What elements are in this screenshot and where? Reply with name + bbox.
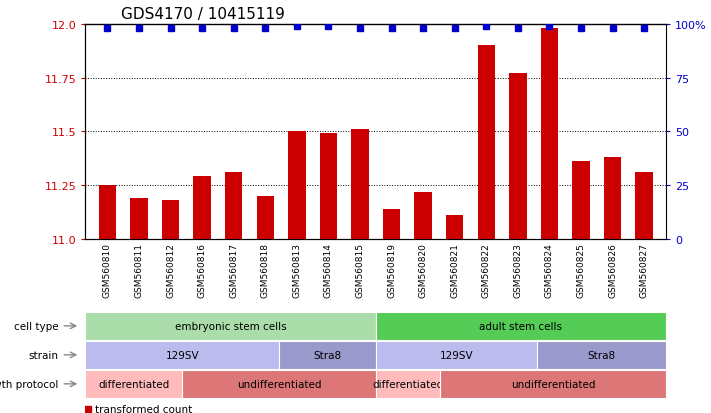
Text: differentiated: differentiated [98,379,169,389]
Bar [288,132,306,239]
Text: transformed count: transformed count [95,404,193,413]
Text: GSM560825: GSM560825 [577,243,585,298]
Bar [351,130,369,239]
Bar [446,216,464,239]
Text: Stra8: Stra8 [587,350,616,360]
Text: GSM560814: GSM560814 [324,243,333,298]
Text: adult stem cells: adult stem cells [479,321,562,331]
Text: GSM560824: GSM560824 [545,243,554,297]
Bar [636,173,653,239]
Text: GSM560820: GSM560820 [419,243,427,298]
Text: strain: strain [29,350,59,360]
Text: GDS4170 / 10415119: GDS4170 / 10415119 [121,7,284,22]
Text: GSM560810: GSM560810 [103,243,112,298]
Text: GSM560813: GSM560813 [292,243,301,298]
Bar [257,196,274,239]
Bar [99,185,116,239]
Bar [541,29,558,239]
Bar [225,173,242,239]
Text: GSM560815: GSM560815 [356,243,365,298]
Text: GSM560816: GSM560816 [198,243,207,298]
Bar [572,162,589,239]
Text: differentiated: differentiated [373,379,444,389]
Text: GSM560821: GSM560821 [450,243,459,298]
Bar [193,177,210,239]
Bar [162,201,179,239]
Bar [383,209,400,239]
Bar [415,192,432,239]
Text: GSM560826: GSM560826 [608,243,617,298]
Text: cell type: cell type [14,321,59,331]
Text: GSM560827: GSM560827 [640,243,648,298]
Bar [320,134,337,239]
Bar [604,158,621,239]
Text: embryonic stem cells: embryonic stem cells [175,321,287,331]
Text: GSM560822: GSM560822 [482,243,491,297]
Text: undifferentiated: undifferentiated [511,379,596,389]
Text: undifferentiated: undifferentiated [237,379,321,389]
Text: 129SV: 129SV [166,350,199,360]
Bar [130,199,148,239]
Text: GSM560817: GSM560817 [229,243,238,298]
Bar [478,46,495,239]
Text: GSM560818: GSM560818 [261,243,269,298]
Bar [509,74,527,239]
Text: GSM560823: GSM560823 [513,243,523,298]
Text: GSM560811: GSM560811 [134,243,144,298]
Text: growth protocol: growth protocol [0,379,59,389]
Text: GSM560812: GSM560812 [166,243,175,298]
Text: GSM560819: GSM560819 [387,243,396,298]
Text: 129SV: 129SV [439,350,474,360]
Text: Stra8: Stra8 [314,350,341,360]
